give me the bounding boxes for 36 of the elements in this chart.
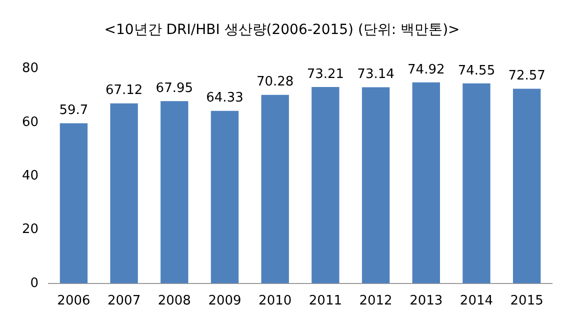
data-label: 64.33 (206, 90, 244, 106)
x-tick-label: 2014 (460, 294, 494, 309)
x-tick-label: 2010 (258, 294, 292, 309)
bar (160, 101, 188, 284)
bar (362, 87, 390, 284)
y-tick-label: 20 (22, 222, 39, 238)
bar (261, 94, 289, 284)
bar (110, 103, 138, 284)
data-label: 67.95 (156, 81, 194, 96)
bar (462, 83, 490, 284)
x-tick-label: 2009 (208, 294, 242, 309)
x-tick-label: 2015 (510, 294, 544, 309)
data-label: 73.21 (306, 66, 344, 82)
x-tick-label: 2013 (410, 294, 443, 309)
data-label: 74.92 (408, 62, 445, 78)
bar (210, 110, 239, 284)
data-label: 70.28 (256, 74, 294, 90)
x-tick-label: 2008 (158, 294, 191, 309)
x-tick-label: 2011 (308, 294, 342, 309)
data-label: 67.12 (105, 83, 143, 98)
x-tick-label: 2012 (359, 294, 392, 309)
bar (512, 88, 541, 284)
bar (60, 123, 88, 284)
bar (412, 82, 440, 284)
data-label: 72.57 (508, 68, 546, 84)
x-tick-label: 2006 (57, 294, 90, 309)
data-label: 74.55 (458, 63, 496, 78)
y-tick-label: 80 (22, 61, 39, 76)
y-tick-label: 60 (22, 114, 39, 130)
data-label: 59.7 (59, 103, 88, 118)
y-tick-label: 40 (22, 168, 39, 184)
data-label: 73.14 (357, 67, 394, 82)
x-tick-label: 2007 (108, 294, 141, 309)
bar (312, 87, 340, 284)
chart-title: <10년간 DRI/HBI 생산량(2006-2015) (단위: 백만톤)> (104, 22, 460, 38)
y-tick-label: 0 (30, 276, 39, 291)
